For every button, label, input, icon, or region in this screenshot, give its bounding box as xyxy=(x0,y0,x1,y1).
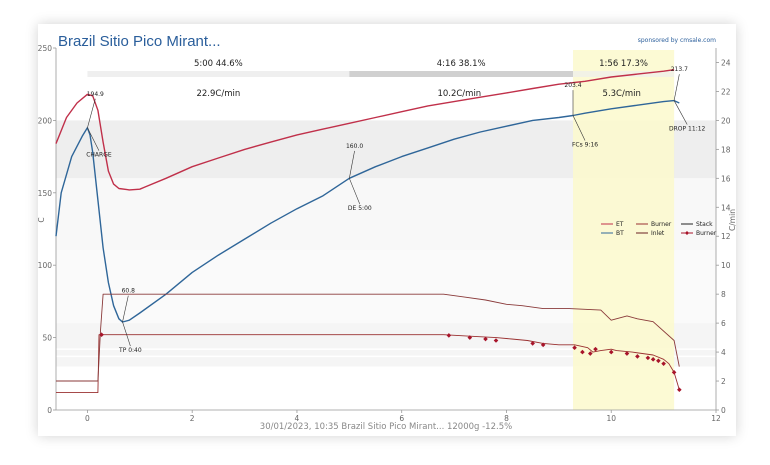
y-tick-label: 200 xyxy=(38,116,52,125)
burner-point xyxy=(493,338,499,343)
annotation-leader xyxy=(349,178,361,205)
x-tick-label: 0 xyxy=(85,414,90,423)
x-tick-label: 6 xyxy=(399,414,404,423)
y2-tick-label: 8 xyxy=(721,290,726,299)
y-tick-label: 50 xyxy=(42,334,52,343)
y2-tick-label: 16 xyxy=(721,174,731,183)
y2-tick-label: 10 xyxy=(721,261,731,270)
ror-label: 5.3C/min xyxy=(603,89,641,99)
x-tick-label: 2 xyxy=(190,414,195,423)
et-line xyxy=(55,69,675,191)
legend-label: Burner xyxy=(696,230,717,237)
annotation-leader xyxy=(673,74,680,101)
y2-tick-label: 0 xyxy=(721,406,726,415)
burner-point xyxy=(587,351,593,356)
phase-bars: 5:00 44.6% 4:16 38.1% 1:56 17.3% 22.9C/min 1… xyxy=(87,59,675,99)
burner-point xyxy=(530,341,535,346)
labels: 194.9 CHARGE 60.8 TP 0:40 160.0 DE 5:00 203.4 F… xyxy=(86,66,705,354)
x-tick-label: 12 xyxy=(711,414,721,423)
phase-label: 5:00 44.6% xyxy=(194,59,243,69)
annotation-label: 60.8 xyxy=(122,288,136,295)
burner-point xyxy=(540,342,546,348)
annotation-label: FCs 9:16 xyxy=(572,141,598,148)
x-tick-label: 8 xyxy=(504,414,509,423)
phase-bar xyxy=(349,71,573,77)
annotation-label: DE 5:00 xyxy=(348,205,372,212)
burner-point xyxy=(580,349,585,355)
y-tick-label: 250 xyxy=(38,44,52,53)
burner-line xyxy=(56,334,680,394)
inlet-line xyxy=(56,293,680,382)
series-lines xyxy=(55,69,682,394)
burner-point xyxy=(572,345,577,351)
burner-point xyxy=(624,351,630,356)
sponsor-link[interactable]: sponsored by cmsale.com xyxy=(638,37,716,44)
bt-line xyxy=(55,99,680,323)
y2-tick-label: 18 xyxy=(721,145,731,154)
phase-label: 4:16 38.1% xyxy=(437,59,486,69)
annotation-label: 203.4 xyxy=(564,82,581,89)
legend-label: BT xyxy=(616,230,624,237)
legend-label: Stack xyxy=(696,221,713,228)
y2-tick-label: 2 xyxy=(721,377,726,386)
burner-point xyxy=(645,355,651,361)
chart-title: Brazil Sitio Pico Mirant... xyxy=(58,33,221,50)
y-axis-label-right: C/min xyxy=(728,209,736,231)
burner-point xyxy=(467,335,473,340)
axes: 0 2 4 6 8 10 120501001502002500246810121416182… xyxy=(38,44,731,423)
burner-point xyxy=(99,332,104,338)
y2-tick-label: 12 xyxy=(721,232,731,241)
y-tick-label: 150 xyxy=(38,189,52,198)
annotation-label: CHARGE xyxy=(86,152,112,159)
legend-label: ET xyxy=(616,221,624,228)
annotation-leader xyxy=(87,98,96,128)
phase-bar xyxy=(573,71,675,77)
roast-chart: 5:00 44.6% 4:16 38.1% 1:56 17.3%22.9C/min 1… xyxy=(38,33,736,432)
burner-point xyxy=(677,387,682,393)
annotation-leader xyxy=(673,100,688,125)
y2-tick-label: 6 xyxy=(721,319,726,328)
annotation-marks xyxy=(87,74,688,347)
annotation-leader xyxy=(122,321,131,347)
x-tick-label: 10 xyxy=(606,414,616,423)
legend-label: Inlet xyxy=(651,230,665,237)
chart-card: 5:00 44.6% 4:16 38.1% 1:56 17.3% 22.9C/min 1… xyxy=(38,24,736,436)
y-axis-label-left: C xyxy=(38,217,46,222)
phase-bar xyxy=(87,71,350,77)
ror-label: 10.2C/min xyxy=(437,89,481,99)
annotation-leader xyxy=(572,115,586,141)
burner-point xyxy=(671,370,677,375)
chart-footer: 30/01/2023, 10:35 Brazil Sitio Pico Mira… xyxy=(260,422,512,432)
burner-point xyxy=(661,361,666,366)
y2-tick-label: 24 xyxy=(721,58,731,67)
burner-point xyxy=(593,346,598,352)
burner-point xyxy=(446,333,452,338)
annotation-leader xyxy=(349,150,355,179)
legend: ET Burner Stack BT Inlet Burner xyxy=(601,221,717,237)
legend-diamond xyxy=(685,231,689,235)
annotation-leader xyxy=(87,127,100,151)
y2-tick-label: 22 xyxy=(721,87,731,96)
y-tick-label: 100 xyxy=(38,261,52,270)
annotation-leader xyxy=(122,295,129,323)
annotation-label: DROP 11:12 xyxy=(669,126,706,133)
y2-tick-label: 20 xyxy=(721,116,731,125)
legend-label: Burner xyxy=(651,221,672,228)
annotation-label: 194.9 xyxy=(87,91,104,98)
burner-point xyxy=(650,357,656,362)
phase-label: 1:56 17.3% xyxy=(599,59,648,69)
annotation-label: TP 0:40 xyxy=(118,347,142,354)
burner-point xyxy=(656,358,661,364)
burner-point xyxy=(608,349,614,355)
x-tick-label: 4 xyxy=(295,414,300,423)
annotation-label: 213.7 xyxy=(671,66,688,73)
annotation-label: 160.0 xyxy=(346,143,363,150)
y-tick-label: 0 xyxy=(47,406,52,415)
y2-tick-label: 4 xyxy=(721,348,726,357)
y2-tick-label: 14 xyxy=(721,203,731,212)
burner-point xyxy=(635,354,640,359)
burner-point xyxy=(483,336,488,342)
background-bands xyxy=(56,50,716,410)
ror-label: 22.9C/min xyxy=(196,89,240,99)
